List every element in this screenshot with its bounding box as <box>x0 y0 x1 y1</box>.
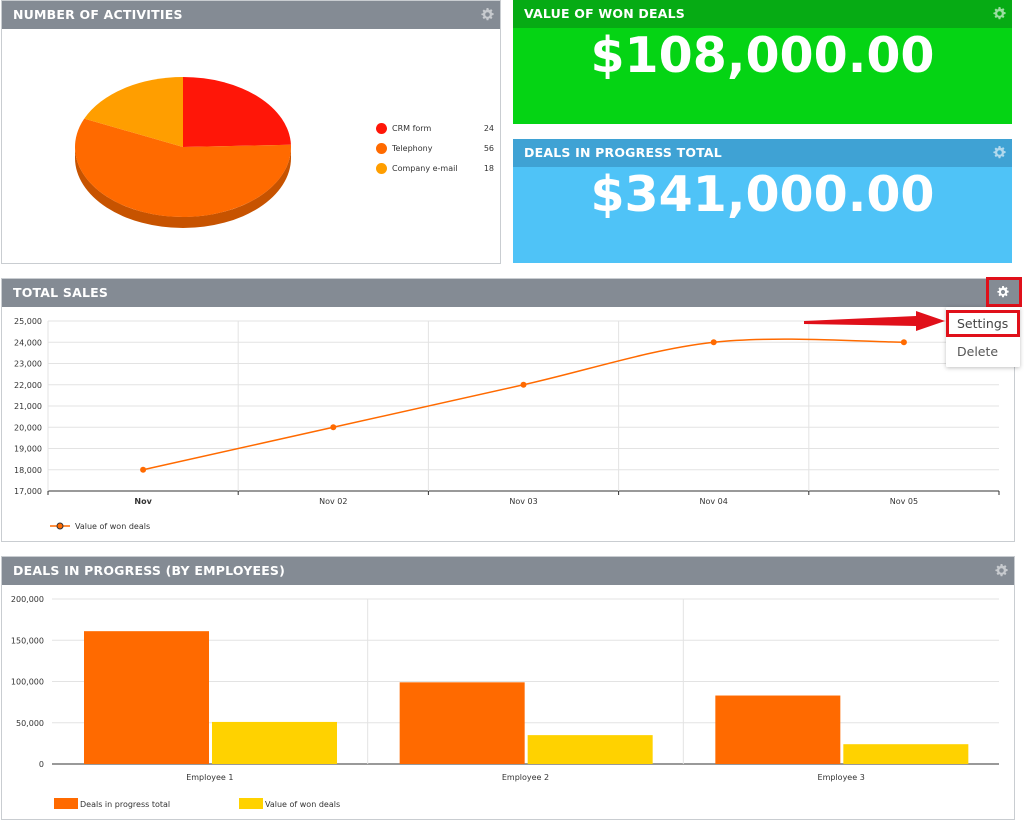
gear-icon[interactable] <box>995 564 1008 577</box>
pie-chart <box>74 77 292 228</box>
widget-title: NUMBER OF ACTIVITIES <box>13 7 183 22</box>
pie-slice-2[interactable] <box>84 77 183 147</box>
y-tick-label: 20,000 <box>14 423 42 432</box>
legend-value: 24 <box>483 124 494 133</box>
widget-header: NUMBER OF ACTIVITIES <box>2 1 500 29</box>
menu-item-delete[interactable]: Delete <box>957 344 999 359</box>
arrow-shape <box>804 311 945 331</box>
legend-marker <box>56 522 64 530</box>
y-tick-label: 18,000 <box>14 466 42 475</box>
bar-chart: 0 50,000 100,000 150,000 200,000 Employee 1 Em… <box>11 595 999 809</box>
data-point[interactable] <box>330 424 337 431</box>
x-tick-label: Employee 1 <box>186 773 233 782</box>
bar[interactable] <box>843 744 969 764</box>
gear-icon[interactable] <box>997 286 1010 299</box>
legend-marker <box>376 143 387 154</box>
y-tick-label: 17,000 <box>14 487 42 496</box>
legend-marker <box>376 123 387 134</box>
widget-title: VALUE OF WON DEALS <box>524 6 685 21</box>
widget-header: DEALS IN PROGRESS (BY EMPLOYEES) <box>2 557 1014 585</box>
settings-gear-button[interactable] <box>986 277 1022 307</box>
y-tick-label: 50,000 <box>16 719 44 728</box>
y-tick-label: 19,000 <box>14 445 42 454</box>
widget-header: DEALS IN PROGRESS TOTAL <box>513 139 1012 167</box>
legend-label: CRM form <box>392 124 432 133</box>
widget-title: DEALS IN PROGRESS TOTAL <box>524 145 722 160</box>
widget-header: VALUE OF WON DEALS <box>513 0 1012 28</box>
legend-value: 56 <box>483 144 494 153</box>
pie-slice-0[interactable] <box>183 77 291 147</box>
x-tick-label: Nov 03 <box>509 497 537 506</box>
y-tick-label: 23,000 <box>14 360 42 369</box>
y-tick-label: 24,000 <box>14 338 42 347</box>
y-tick-label: 21,000 <box>14 402 42 411</box>
x-tick-label: Nov <box>134 497 152 506</box>
x-tick-label: Employee 3 <box>818 773 865 782</box>
legend-swatch <box>239 798 263 809</box>
legend-label: Value of won deals <box>265 800 340 809</box>
data-point[interactable] <box>900 339 907 346</box>
widget-total-sales: TOTAL SALES 17,000 18,000 19,000 20,000 21,0… <box>1 278 1015 542</box>
legend-label: Telephony <box>392 144 433 153</box>
line-chart: 17,000 18,000 19,000 20,000 21,000 22,000 23,0… <box>14 317 1000 531</box>
pie-slice-1[interactable] <box>74 118 292 218</box>
widget-number-of-activities: NUMBER OF ACTIVITIES CRM form 24 Telephony… <box>1 0 501 264</box>
annotation-arrow <box>804 311 945 331</box>
y-tick-label: 200,000 <box>11 595 44 604</box>
legend-marker <box>376 163 387 174</box>
bar[interactable] <box>715 695 841 764</box>
y-tick-label: 100,000 <box>11 678 44 687</box>
legend-label: Value of won deals <box>75 522 150 531</box>
pie-slice-side-1 <box>75 147 291 228</box>
x-tick-label: Nov 02 <box>319 497 347 506</box>
legend-label: Deals in progress total <box>80 800 170 809</box>
widget-deals-by-employees: DEALS IN PROGRESS (BY EMPLOYEES) 0 50,000… <box>1 556 1015 820</box>
menu-item-settings[interactable]: Settings <box>946 310 1020 337</box>
data-point[interactable] <box>140 466 147 473</box>
widget-deals-in-progress-total: DEALS IN PROGRESS TOTAL $341,000.00 <box>513 139 1012 263</box>
y-tick-label: 25,000 <box>14 317 42 326</box>
x-tick-label: Nov 05 <box>890 497 918 506</box>
y-tick-label: 150,000 <box>11 636 44 645</box>
y-tick-label: 0 <box>39 760 44 769</box>
widget-menu-dropdown: Settings Delete <box>946 307 1020 367</box>
won-deals-value: $108,000.00 <box>590 27 935 84</box>
legend-label: Company e-mail <box>392 164 458 173</box>
data-point[interactable] <box>710 339 717 346</box>
deals-in-progress-value: $341,000.00 <box>590 166 935 223</box>
legend-value: 18 <box>483 164 494 173</box>
legend-swatch <box>54 798 78 809</box>
widget-title: TOTAL SALES <box>13 285 109 300</box>
series-line <box>142 338 904 471</box>
widget-header: TOTAL SALES <box>2 279 1014 307</box>
x-tick-label: Nov 04 <box>700 497 728 506</box>
bar[interactable] <box>399 682 525 764</box>
data-point[interactable] <box>520 381 527 388</box>
gear-icon[interactable] <box>993 7 1006 20</box>
x-tick-label: Employee 2 <box>502 773 549 782</box>
bar[interactable] <box>212 721 337 764</box>
widget-title: DEALS IN PROGRESS (BY EMPLOYEES) <box>13 563 286 578</box>
gear-icon[interactable] <box>993 146 1006 159</box>
gear-icon[interactable] <box>481 8 494 21</box>
bar[interactable] <box>84 631 209 764</box>
widget-value-of-won-deals: VALUE OF WON DEALS $108,000.00 <box>513 0 1012 124</box>
bar[interactable] <box>527 735 653 764</box>
y-tick-label: 22,000 <box>14 381 42 390</box>
